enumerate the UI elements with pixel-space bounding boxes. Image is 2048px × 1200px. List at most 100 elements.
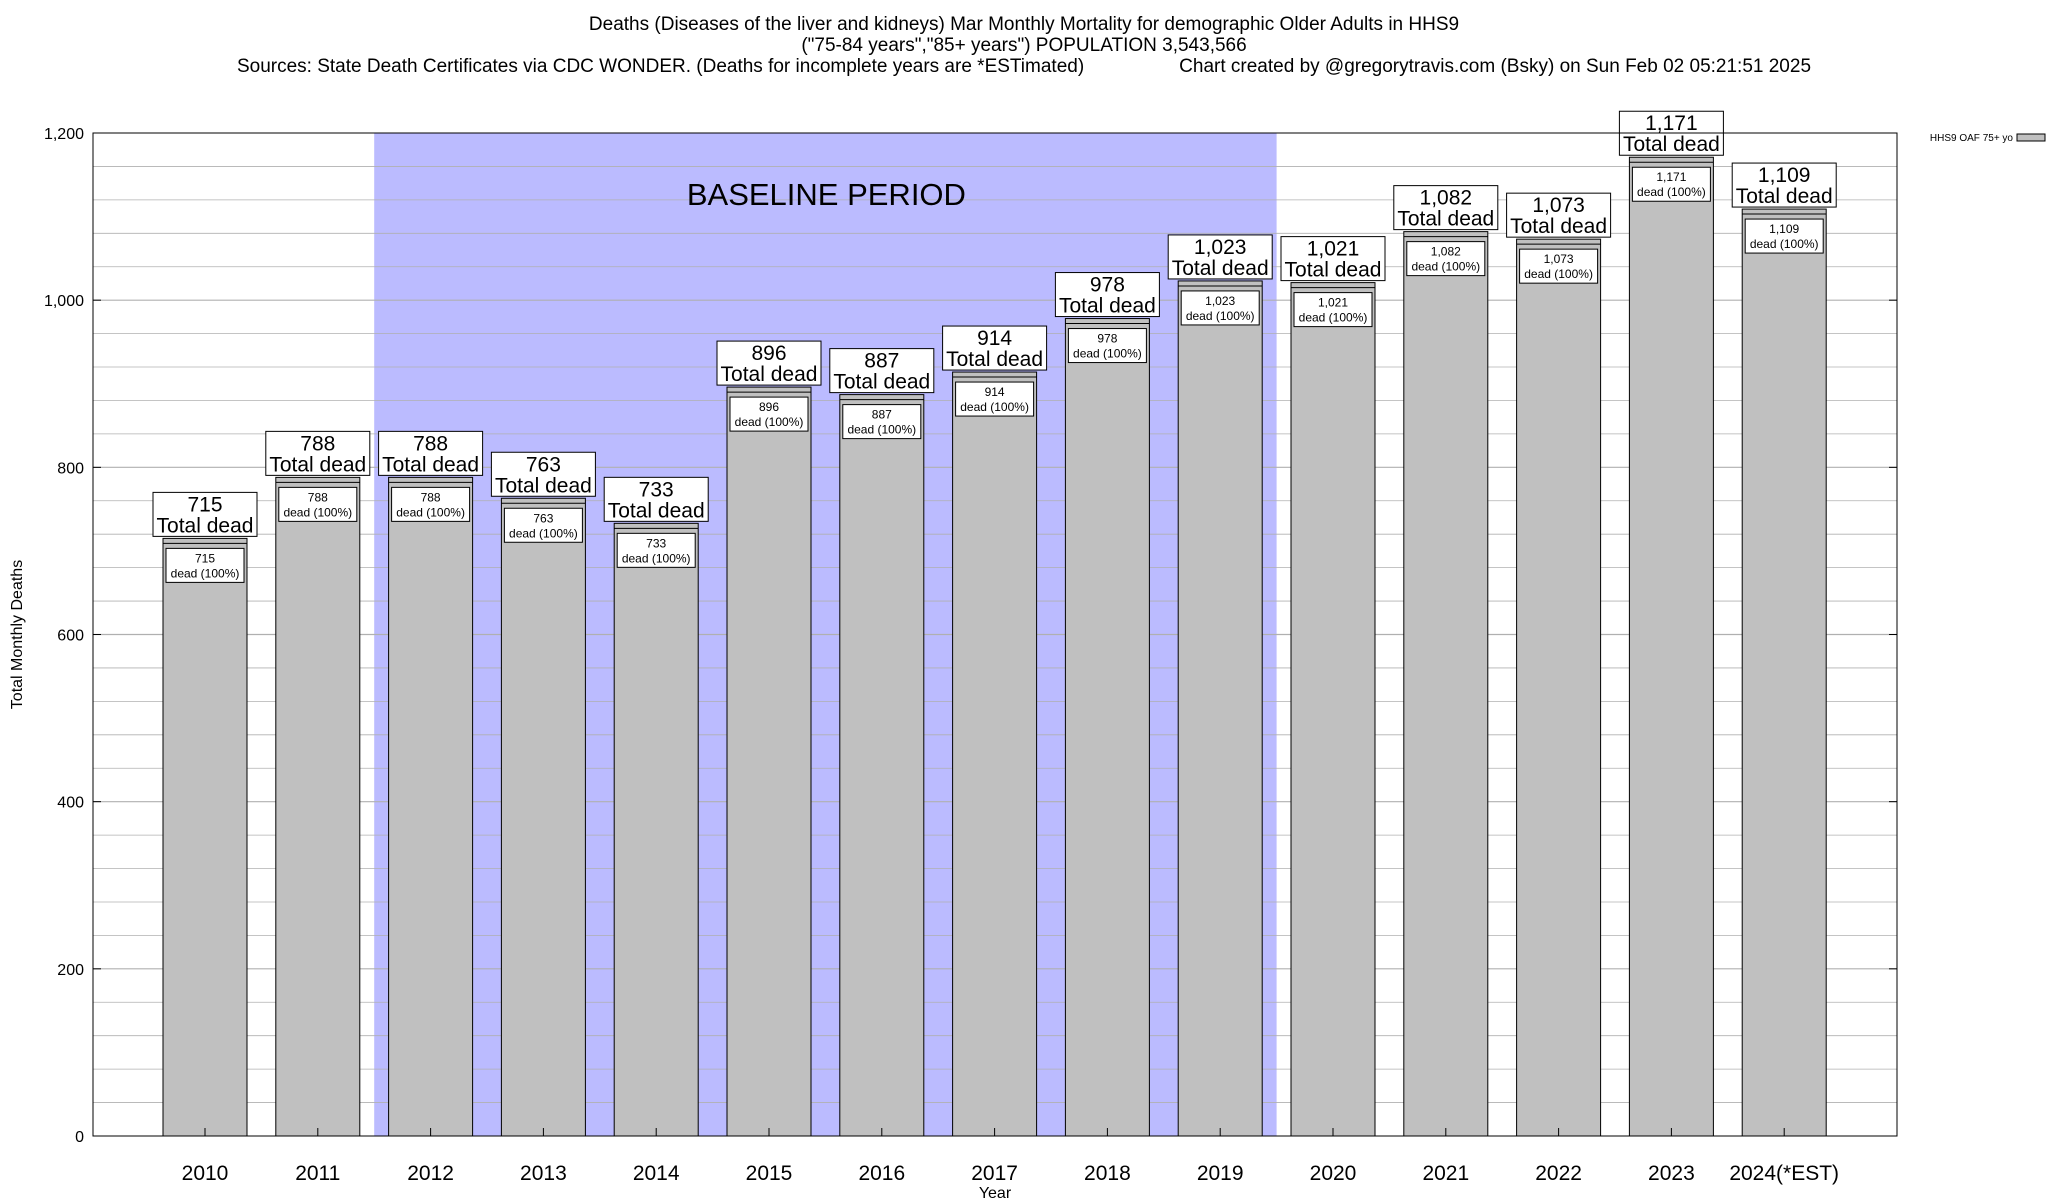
bar-inner-value-label: 1,082 — [1431, 245, 1461, 259]
bar-total-label-box — [1167, 234, 1273, 280]
bar-total-value-label: 1,021 — [1307, 238, 1360, 261]
x-tick-label: 2019 — [1197, 1162, 1244, 1185]
plot-border — [92, 132, 1898, 1137]
bar-total-label-box — [942, 325, 1048, 371]
bar — [952, 371, 1038, 1137]
x-tick-label: 2024(*EST) — [1729, 1162, 1839, 1185]
bar-total-value-label: 763 — [526, 453, 561, 476]
bar-total-value-label: 1,109 — [1758, 164, 1811, 187]
chart-title: Deaths (Diseases of the liver and kidney… — [588, 14, 1460, 35]
bar-total-label-box — [1054, 272, 1160, 318]
bar — [388, 476, 474, 1137]
bar-inner-label-box — [1293, 292, 1373, 328]
bar-inner-label-box — [391, 486, 471, 522]
bar-inner-label-box — [729, 396, 809, 432]
bar-total-dead-label: Total dead — [608, 499, 705, 522]
bar-total-value-label: 1,171 — [1645, 112, 1698, 135]
bar-total-dead-label: Total dead — [1285, 259, 1382, 282]
x-tick-label: 2022 — [1535, 1162, 1582, 1185]
bar-total-value-label: 914 — [977, 327, 1012, 350]
bar-inner-percent-label: dead (100%) — [396, 505, 465, 519]
bar-inner-value-label: 978 — [1097, 332, 1117, 346]
bar-total-dead-label: Total dead — [382, 453, 479, 476]
bar-total-label-box — [1280, 236, 1386, 282]
bar-total-value-label: 733 — [639, 478, 674, 501]
bar-total-dead-label: Total dead — [721, 363, 818, 386]
x-tick-label: 2023 — [1648, 1162, 1695, 1185]
bar-inner-value-label: 1,073 — [1544, 252, 1574, 266]
bar-inner-value-label: 733 — [646, 536, 666, 550]
bar-total-dead-label: Total dead — [1510, 215, 1607, 238]
bar — [1290, 282, 1376, 1137]
bar-inner-percent-label: dead (100%) — [1524, 267, 1593, 281]
bar-total-label-box — [1731, 162, 1837, 208]
bar — [162, 537, 248, 1137]
bar-total-dead-label: Total dead — [946, 348, 1043, 371]
bar-total-dead-label: Total dead — [1397, 208, 1494, 231]
bar-inner-percent-label: dead (100%) — [1299, 311, 1368, 325]
x-tick-label: 2017 — [971, 1162, 1018, 1185]
bar-total-label-box — [716, 340, 822, 386]
bar — [1403, 231, 1489, 1137]
x-tick-label: 2011 — [295, 1162, 340, 1185]
bar-inner-percent-label: dead (100%) — [735, 415, 804, 429]
bar — [1516, 238, 1602, 1137]
bar — [1628, 156, 1714, 1137]
bar-inner-label-box — [842, 404, 922, 440]
bar-inner-value-label: 715 — [195, 551, 215, 565]
y-tick-label: 400 — [57, 795, 84, 812]
x-tick-label: 2018 — [1084, 1162, 1131, 1185]
bar-total-value-label: 1,082 — [1420, 187, 1473, 210]
bar-inner-label-box — [278, 486, 358, 522]
x-axis-label: Year — [979, 1185, 1012, 1200]
bar-total-dead-label: Total dead — [269, 453, 366, 476]
bar-inner-value-label: 1,021 — [1318, 296, 1348, 310]
bar — [1177, 280, 1263, 1137]
bar-inner-percent-label: dead (100%) — [1637, 185, 1706, 199]
bar-total-value-label: 887 — [864, 350, 899, 373]
baseline-period-label: BASELINE PERIOD — [687, 177, 966, 212]
bar-total-value-label: 788 — [300, 432, 335, 455]
bar-inner-label-box — [1180, 290, 1260, 326]
bar-inner-percent-label: dead (100%) — [1750, 237, 1819, 251]
x-tick-label: 2015 — [746, 1162, 793, 1185]
legend-entry-label: HHS9 OAF 75+ yo — [1930, 133, 2014, 144]
bar-inner-percent-label: dead (100%) — [960, 400, 1029, 414]
bar-total-value-label: 715 — [187, 493, 222, 516]
bar-total-value-label: 1,073 — [1532, 194, 1585, 217]
bar-inner-value-label: 1,171 — [1656, 170, 1686, 184]
bar-total-dead-label: Total dead — [1172, 257, 1269, 280]
bar-inner-value-label: 788 — [421, 490, 441, 504]
bar-total-dead-label: Total dead — [157, 514, 254, 537]
chart-subtitle: ("75-84 years","85+ years") POPULATION 3… — [801, 35, 1247, 56]
legend: HHS9 OAF 75+ yo — [1930, 133, 2046, 144]
bar-inner-percent-label: dead (100%) — [622, 551, 691, 565]
y-tick-label: 800 — [57, 460, 84, 477]
bar-total-dead-label: Total dead — [833, 371, 930, 394]
bar — [726, 386, 812, 1137]
x-tick-label: 2020 — [1310, 1162, 1357, 1185]
chart-credit: Chart created by @gregorytravis.com (Bsk… — [1179, 56, 1812, 77]
bar-total-label-box — [152, 491, 258, 537]
x-tick-label: 2016 — [858, 1162, 905, 1185]
bar-inner-value-label: 788 — [308, 490, 328, 504]
bar-inner-label-box — [1067, 328, 1147, 364]
bar-inner-label-box — [616, 532, 696, 568]
bar-total-label-box — [829, 348, 935, 394]
bar-inner-label-box — [1631, 166, 1711, 202]
bar-inner-value-label: 914 — [985, 385, 1005, 399]
bar-total-label-box — [603, 476, 709, 522]
bar-total-dead-label: Total dead — [1736, 185, 1833, 208]
bar — [1064, 318, 1150, 1137]
bar-inner-percent-label: dead (100%) — [1073, 347, 1142, 361]
